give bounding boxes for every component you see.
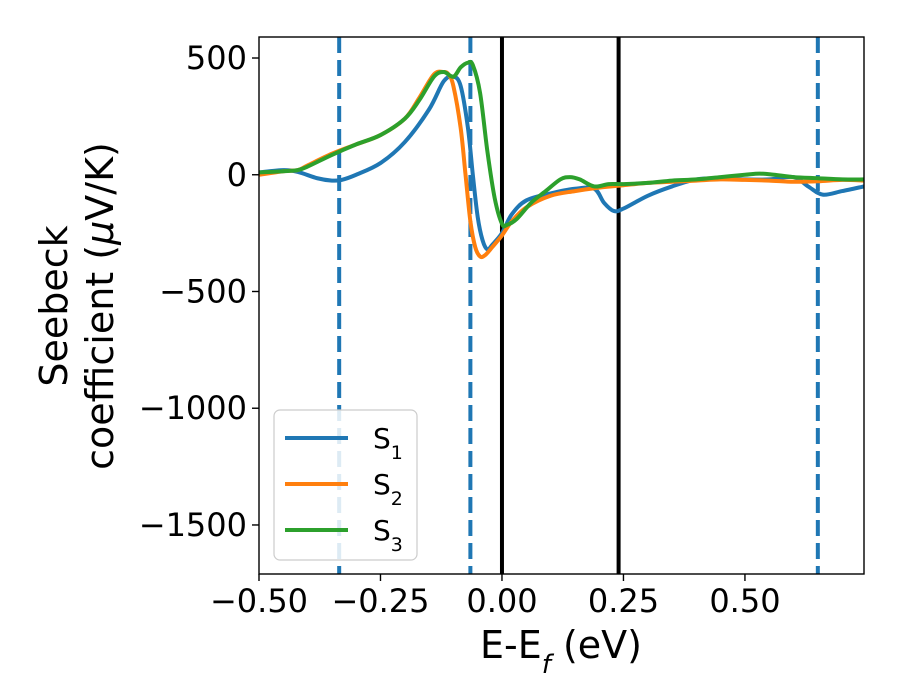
y-tick-label: −1500: [139, 506, 247, 544]
y-tick-label: 0: [227, 156, 247, 194]
legend-label-s1: S1: [373, 422, 403, 464]
y-tick-label: −1000: [139, 389, 247, 427]
legend-label-s2: S2: [373, 468, 403, 510]
series-line-s2: [259, 69, 864, 260]
y-tick-label: 500: [186, 39, 247, 77]
y-axis-label-line1: Seebeck: [32, 225, 76, 386]
plot-frame: [258, 36, 865, 575]
x-tick-label: −0.25: [331, 582, 429, 620]
x-tick-label: 0.00: [466, 582, 537, 620]
series-line-s1: [259, 74, 864, 252]
x-tick-label: 0.50: [709, 582, 780, 620]
x-tick-label: 0.25: [588, 582, 659, 620]
series-line-s3: [259, 59, 864, 229]
legend-label-s3: S3: [373, 514, 403, 556]
y-axis-label-line2: coefficient (μV/K): [78, 142, 122, 470]
y-tick-label: −500: [159, 272, 247, 310]
x-tick-label: −0.50: [210, 582, 308, 620]
x-axis-label: E-Ef (eV): [480, 623, 642, 680]
